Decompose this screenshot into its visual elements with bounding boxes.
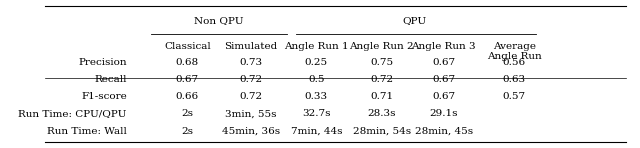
Text: 0.72: 0.72 <box>239 75 262 84</box>
Text: 0.25: 0.25 <box>305 58 328 67</box>
Text: 0.68: 0.68 <box>176 58 199 67</box>
Text: 0.67: 0.67 <box>176 75 199 84</box>
Text: 28min, 54s: 28min, 54s <box>353 127 411 136</box>
Text: 7min, 44s: 7min, 44s <box>291 127 342 136</box>
Text: Precision: Precision <box>78 58 127 67</box>
Text: 0.67: 0.67 <box>432 75 455 84</box>
Text: 0.67: 0.67 <box>432 58 455 67</box>
Text: Non QPU: Non QPU <box>194 16 244 25</box>
Text: Angle Run 1: Angle Run 1 <box>284 42 349 51</box>
Text: 0.56: 0.56 <box>503 58 526 67</box>
Text: 2s: 2s <box>181 127 193 136</box>
Text: 32.7s: 32.7s <box>302 109 331 118</box>
Text: 3min, 55s: 3min, 55s <box>225 109 276 118</box>
Text: QPU: QPU <box>403 16 426 25</box>
Text: Classical: Classical <box>164 42 211 51</box>
Text: 0.66: 0.66 <box>176 92 199 101</box>
Text: Run Time: Wall: Run Time: Wall <box>47 127 127 136</box>
Text: 29.1s: 29.1s <box>429 109 458 118</box>
Text: 0.71: 0.71 <box>370 92 394 101</box>
Text: Run Time: CPU/QPU: Run Time: CPU/QPU <box>19 109 127 118</box>
Text: Angle Run 2: Angle Run 2 <box>349 42 414 51</box>
Text: Simulated: Simulated <box>225 42 278 51</box>
Text: 0.57: 0.57 <box>503 92 526 101</box>
Text: 0.75: 0.75 <box>370 58 394 67</box>
Text: F1-score: F1-score <box>81 92 127 101</box>
Text: 0.72: 0.72 <box>239 92 262 101</box>
Text: Recall: Recall <box>94 75 127 84</box>
Text: 0.63: 0.63 <box>503 75 526 84</box>
Text: Average
Angle Run: Average Angle Run <box>487 42 542 61</box>
Text: 45min, 36s: 45min, 36s <box>222 127 280 136</box>
Text: Angle Run 3: Angle Run 3 <box>412 42 476 51</box>
Text: 0.72: 0.72 <box>370 75 394 84</box>
Text: 28min, 45s: 28min, 45s <box>415 127 472 136</box>
Text: 0.5: 0.5 <box>308 75 324 84</box>
Text: 2s: 2s <box>181 109 193 118</box>
Text: 0.67: 0.67 <box>432 92 455 101</box>
Text: 0.73: 0.73 <box>239 58 262 67</box>
Text: 28.3s: 28.3s <box>367 109 396 118</box>
Text: 0.33: 0.33 <box>305 92 328 101</box>
